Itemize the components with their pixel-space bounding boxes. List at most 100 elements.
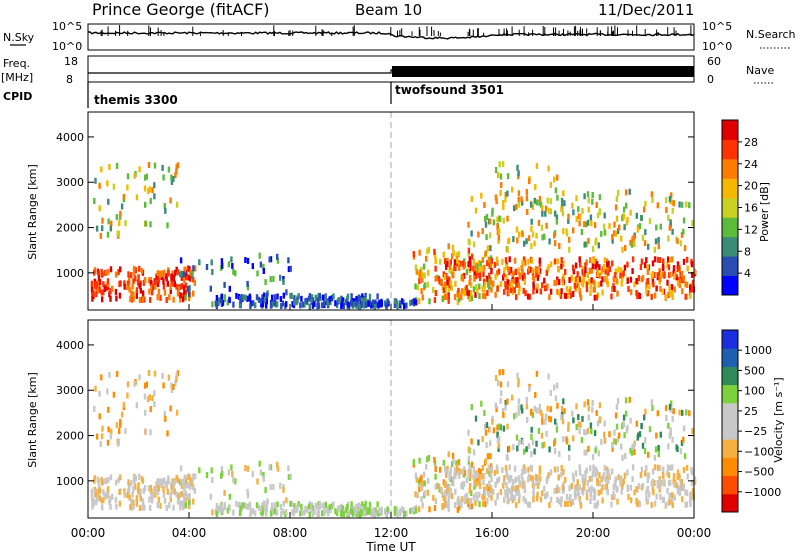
velocity-cell — [347, 509, 350, 516]
velocity-cell — [641, 482, 645, 489]
velocity-cell — [685, 464, 689, 471]
velocity-cell — [184, 477, 188, 484]
velocity-cell — [485, 422, 489, 429]
velocity-cell — [606, 469, 609, 476]
power-cell — [659, 223, 662, 230]
velocity-cell — [614, 476, 617, 483]
power-cell — [169, 288, 172, 294]
velocity-cell — [478, 483, 482, 489]
power-cell — [481, 256, 484, 263]
velocity-cell — [517, 497, 521, 504]
velocity-cell — [191, 477, 194, 484]
velocity-cell — [418, 457, 421, 464]
power-cell — [179, 296, 182, 303]
power-cell — [117, 230, 120, 237]
power-cell — [567, 217, 570, 224]
velocity-cell — [117, 477, 120, 484]
velocity-cell — [604, 476, 607, 483]
velocity-cell — [666, 487, 669, 494]
velocity-cell — [506, 454, 509, 461]
power-cell — [537, 271, 541, 278]
power-cell — [396, 300, 399, 307]
velocity-cell — [170, 382, 173, 389]
power-cell — [589, 257, 592, 264]
power-cell — [321, 302, 324, 309]
velocity-cell — [174, 380, 177, 387]
power-cell — [421, 277, 424, 283]
velocity-cell — [100, 374, 103, 381]
velocity-cell — [624, 453, 627, 459]
power-cell — [503, 267, 506, 274]
velocity-cell — [620, 443, 623, 450]
velocity-cell — [187, 503, 191, 510]
power-cell — [684, 293, 687, 300]
power-cell — [661, 288, 665, 295]
velocity-cell — [151, 395, 154, 402]
velocity-cell — [585, 467, 588, 474]
velocity-cell — [496, 431, 499, 438]
power-cell — [667, 235, 670, 242]
power-cell — [256, 270, 259, 277]
velocity-cell — [231, 470, 234, 477]
velocity-cell — [246, 488, 249, 495]
power-cell — [160, 271, 163, 278]
velocity-cell — [543, 485, 546, 492]
power-cell — [110, 220, 113, 227]
power-cell — [257, 296, 261, 303]
velocity-cell — [442, 459, 445, 466]
velocity-cell — [211, 477, 214, 483]
velocity-cell — [273, 508, 277, 515]
power-colorbar-tick: 20 — [744, 180, 758, 193]
power-cell — [483, 286, 486, 293]
velocity-cell — [530, 426, 533, 433]
velocity-cell — [421, 502, 424, 509]
velocity-cell — [494, 481, 497, 488]
power-cell — [498, 215, 501, 222]
power-cell — [364, 292, 367, 299]
velocity-cell — [215, 511, 219, 518]
power-cell — [513, 287, 516, 294]
velocity-cell — [603, 437, 606, 444]
power-cell — [209, 285, 212, 292]
power-cell — [629, 239, 632, 246]
power-cell — [126, 184, 129, 191]
velocity-cell — [521, 468, 524, 475]
velocity-cell — [589, 465, 592, 472]
velocity-cell — [477, 479, 481, 486]
velocity-cell — [117, 438, 120, 445]
power-cell — [448, 277, 451, 283]
velocity-cell — [244, 502, 247, 509]
y-tick-label: 3000 — [56, 176, 84, 189]
velocity-cell — [220, 501, 224, 508]
power-cell — [657, 243, 660, 250]
velocity-cell — [246, 492, 250, 499]
velocity-colorbar-tick: −25 — [744, 425, 767, 438]
power-cell — [507, 289, 510, 296]
velocity-cell — [153, 390, 156, 397]
velocity-cell — [486, 468, 489, 475]
velocity-cell — [685, 490, 689, 496]
velocity-cell — [107, 406, 110, 413]
velocity-cell — [663, 479, 666, 486]
power-cell — [612, 230, 616, 237]
power-cell — [645, 281, 648, 288]
velocity-cell — [555, 422, 559, 429]
velocity-cell — [654, 446, 658, 453]
velocity-cell — [531, 439, 535, 446]
power-cell — [556, 194, 559, 201]
power-cell — [162, 283, 166, 290]
power-cell — [523, 256, 526, 263]
power-cell — [163, 269, 166, 276]
power-cell — [496, 229, 500, 236]
power-cell — [693, 268, 696, 275]
power-cell — [521, 231, 524, 238]
velocity-cell — [560, 405, 564, 412]
velocity-cell — [693, 476, 696, 483]
power-cell — [612, 276, 615, 283]
power-cell — [156, 270, 159, 277]
power-cell — [668, 285, 671, 291]
power-cell — [531, 231, 535, 238]
power-cell — [163, 289, 167, 296]
power-cell — [481, 292, 485, 299]
power-cell — [643, 240, 647, 247]
